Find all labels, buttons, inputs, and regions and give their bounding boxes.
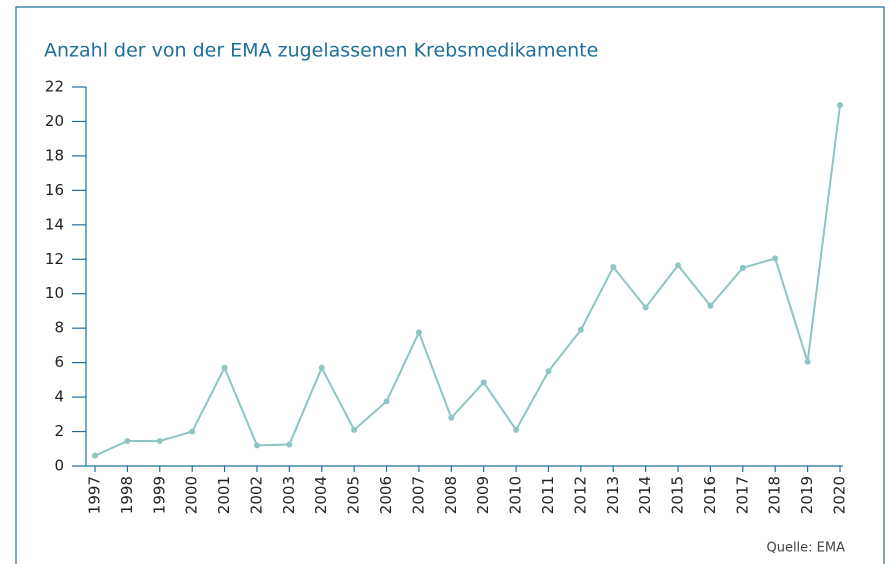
point xyxy=(577,326,584,333)
x-tick-label: 2017 xyxy=(733,476,751,514)
x-tick-label: 2012 xyxy=(571,476,589,514)
x-tick-label: 2018 xyxy=(766,476,784,514)
y-tick-label: 6 xyxy=(54,353,64,371)
y-tick-label: 0 xyxy=(54,457,64,475)
x-tick-label: 1997 xyxy=(86,476,104,514)
y-tick-label: 8 xyxy=(54,319,64,337)
x-tick-label: 2006 xyxy=(377,476,395,514)
x-tick-label: 2008 xyxy=(442,476,460,514)
x-tick-label: 2005 xyxy=(345,476,363,514)
y-tick-label: 18 xyxy=(45,146,64,164)
point xyxy=(415,329,422,336)
point xyxy=(739,264,746,271)
point xyxy=(707,302,714,309)
y-tick-label: 16 xyxy=(45,181,64,199)
point xyxy=(772,255,779,262)
x-tick-label: 2013 xyxy=(604,476,622,514)
y-tick-label: 14 xyxy=(45,215,64,233)
point xyxy=(318,364,325,371)
point xyxy=(124,438,131,445)
point xyxy=(480,379,487,386)
x-tick-label: 2002 xyxy=(247,476,265,514)
x-tick-label: 2003 xyxy=(280,476,298,514)
point xyxy=(351,426,358,433)
point xyxy=(253,442,260,449)
point xyxy=(610,264,617,271)
point xyxy=(837,102,843,109)
point xyxy=(513,426,520,433)
x-tick-label: 2015 xyxy=(669,476,687,514)
x-tick-label: 2016 xyxy=(701,476,719,514)
x-tick-label: 1999 xyxy=(150,476,168,514)
y-tick-label: 20 xyxy=(45,112,64,130)
point xyxy=(221,364,228,371)
x-tick-label: 2011 xyxy=(539,476,557,514)
point xyxy=(675,262,682,269)
x-tick-label: 2014 xyxy=(636,476,654,514)
y-tick-label: 12 xyxy=(45,250,64,268)
x-tick-label: 2009 xyxy=(474,476,492,514)
x-tick-label: 2010 xyxy=(507,476,525,514)
x-tick-label: 2004 xyxy=(312,476,330,514)
point xyxy=(286,441,293,448)
x-tick-label: 2000 xyxy=(183,476,201,514)
x-tick-label: 1998 xyxy=(118,476,136,514)
frame xyxy=(15,6,885,564)
point xyxy=(642,304,649,311)
point xyxy=(189,428,196,435)
point xyxy=(804,358,811,365)
x-tick-label: 2007 xyxy=(409,476,427,514)
chart-title: Anzahl der von der EMA zugelassenen Kreb… xyxy=(44,40,598,62)
point xyxy=(545,368,552,375)
point xyxy=(383,398,390,405)
y-tick-label: 10 xyxy=(45,284,64,302)
y-tick-label: 2 xyxy=(54,422,64,440)
x-tick-label: 2019 xyxy=(798,476,816,514)
line xyxy=(94,104,841,457)
x-tick-label: 2020 xyxy=(831,476,849,514)
point xyxy=(92,452,98,459)
x-tick-label: 2001 xyxy=(215,476,233,514)
y-tick-label: 22 xyxy=(45,78,64,96)
y-tick-label: 4 xyxy=(54,388,64,406)
point xyxy=(156,438,163,445)
point xyxy=(448,414,455,421)
source: Quelle: EMA xyxy=(766,541,845,556)
